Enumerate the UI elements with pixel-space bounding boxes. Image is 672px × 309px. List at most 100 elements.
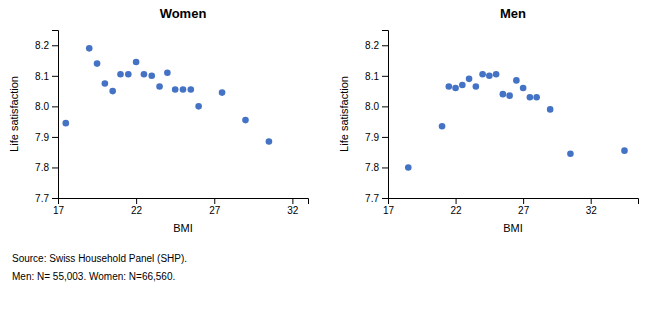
x-tick-mark [136,198,137,204]
point [266,138,273,145]
point [500,91,507,98]
y-tick: 7.7 [365,193,388,204]
x-axis: 17 22 27 32 [383,198,639,216]
y-tick: 8.2 [365,40,388,51]
y-axis-line [382,31,389,199]
x-tick-mark [456,198,457,204]
y-tick-label: 8.0 [35,101,49,112]
point [195,103,202,110]
y-tick-mark [52,167,58,168]
y-tick: 8.0 [35,101,58,112]
point [164,69,171,76]
x-tick-mark [292,198,293,204]
x-tick-mark [523,198,524,204]
point [547,106,554,113]
y-tick: 8.1 [365,71,388,82]
x-tick-label: 27 [209,205,221,216]
y-tick: 7.9 [365,132,388,143]
panel: 17 22 27 32 7.7 7.8 7.9 8.0 8.1 8.2 Women BMI Life s… [8,6,309,234]
y-tick: 7.9 [35,132,58,143]
y-tick-mark [52,45,58,46]
x-tick-label: 17 [383,205,395,216]
points [63,45,273,145]
x-tick: 22 [451,198,463,216]
y-tick-mark [382,167,388,168]
y-axis: 7.7 7.8 7.9 8.0 8.1 8.2 [35,31,58,204]
point [219,89,226,96]
x-tick-mark [214,198,215,204]
point [125,71,132,78]
point [133,59,140,66]
point [493,71,500,78]
point [506,92,513,99]
x-tick-label: 27 [518,205,530,216]
point [148,73,155,80]
chart: 17 22 27 32 7.7 7.8 7.9 8.0 8.1 8.2 Women BMI Life s… [0,0,672,309]
y-tick-label: 7.9 [35,132,49,143]
panel: 17 22 27 32 7.7 7.8 7.9 8.0 8.1 8.2 Men BMI Life sat… [338,6,639,234]
x-tick: 32 [287,198,299,216]
x-tick: 17 [53,198,65,216]
y-axis-line [52,31,59,199]
y-tick-label: 7.7 [35,193,49,204]
point [533,94,540,101]
point [94,60,101,67]
x-tick: 22 [131,198,143,216]
point [621,147,628,154]
y-tick: 8.1 [35,71,58,82]
point [520,85,527,92]
x-tick-label: 32 [586,205,598,216]
x-tick-label: 17 [53,205,65,216]
y-tick-label: 8.1 [35,71,49,82]
x-axis-title: BMI [173,222,193,234]
annotation: Source: Swiss Household Panel (SHP). [12,253,187,264]
y-axis-title: Life satisfaction [8,76,20,152]
point [452,85,459,92]
y-tick: 7.8 [365,162,388,173]
y-tick-mark [382,106,388,107]
point [117,71,124,78]
y-tick: 8.2 [35,40,58,51]
y-axis-title: Life satisfaction [338,76,350,152]
annotation: Men: N= 55,003. Women: N=66,560. [12,271,175,282]
y-tick-label: 8.1 [365,71,379,82]
y-tick-mark [52,137,58,138]
point [527,94,534,101]
title: Men [500,6,526,21]
x-axis-line [389,199,639,205]
x-tick-label: 32 [287,205,299,216]
point [486,73,493,80]
point [439,123,446,130]
point [188,86,195,93]
point [86,45,93,52]
point [63,120,70,127]
y-tick-mark [382,198,388,199]
point [180,86,187,93]
x-axis-title: BMI [503,222,523,234]
point [405,164,412,171]
points [405,71,628,171]
y-tick-mark [52,198,58,199]
title: Women [160,6,207,21]
point [473,83,480,90]
y-tick-mark [382,45,388,46]
point [109,88,116,95]
y-tick-mark [52,106,58,107]
point [242,117,249,124]
y-tick-label: 7.8 [365,162,379,173]
y-tick: 8.0 [365,101,388,112]
point [172,86,179,93]
point [141,71,148,78]
y-tick: 7.7 [35,193,58,204]
y-tick: 7.8 [35,162,58,173]
point [513,77,520,84]
y-tick-label: 7.9 [365,132,379,143]
point [567,150,574,157]
y-tick-mark [382,137,388,138]
point [459,82,466,89]
y-tick-label: 8.2 [365,40,379,51]
y-tick-mark [52,76,58,77]
point [479,71,486,78]
x-axis-line [59,199,309,205]
point [446,83,453,90]
